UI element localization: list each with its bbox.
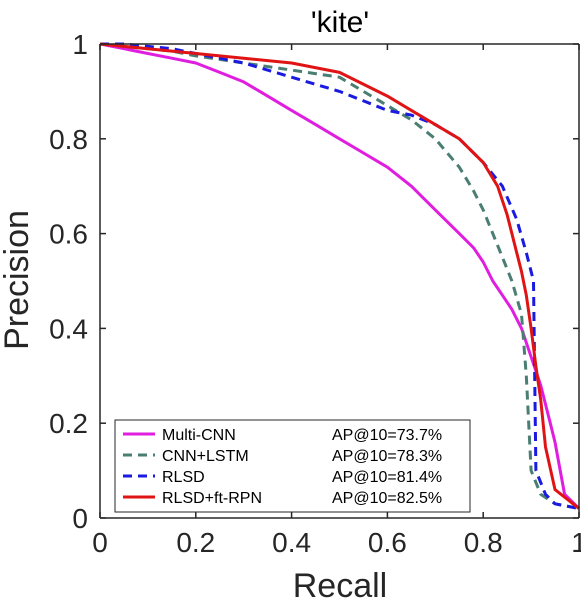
y-tick-label: 0.8 bbox=[49, 124, 88, 155]
legend-ap-multi-cnn: AP@10=73.7% bbox=[332, 427, 442, 444]
legend: Multi-CNN AP@10=73.7% CNN+LSTM AP@10=78.3% R… bbox=[114, 419, 471, 513]
legend-ap-rlsd: AP@10=81.4% bbox=[332, 469, 442, 486]
legend-label-cnn-lstm: CNN+LSTM bbox=[162, 448, 249, 465]
ticks-layer: 0 0.2 0.4 0.6 0.8 1 0 0.2 0.4 0.6 0.8 1 bbox=[49, 29, 581, 558]
series-layer bbox=[100, 42, 581, 510]
y-tick-label: 0.6 bbox=[49, 219, 88, 250]
y-axis-title: Precision bbox=[0, 210, 36, 350]
x-tick-label: 0.8 bbox=[464, 527, 503, 558]
y-tick-label: 0.2 bbox=[49, 408, 88, 439]
y-tick-label: 0 bbox=[72, 503, 88, 534]
x-axis-title: Recall bbox=[293, 567, 387, 605]
x-tick-label: 0.4 bbox=[272, 527, 311, 558]
x-tick-label: 0.6 bbox=[368, 527, 407, 558]
x-tick-label: 1 bbox=[571, 527, 581, 558]
chart-title: 'kite' bbox=[311, 6, 369, 39]
legend-label-multi-cnn: Multi-CNN bbox=[162, 427, 236, 444]
series-line-cnn-lstm bbox=[100, 42, 580, 510]
legend-box bbox=[114, 419, 471, 513]
axes-layer bbox=[99, 43, 580, 519]
y-tick-label: 0.4 bbox=[49, 313, 88, 344]
legend-ap-rlsd-ft-rpn: AP@10=82.5% bbox=[332, 490, 442, 507]
legend-ap-cnn-lstm: AP@10=78.3% bbox=[332, 448, 442, 465]
series-line-rlsd-ft-rpn bbox=[100, 42, 580, 510]
x-tick-label: 0.2 bbox=[176, 527, 215, 558]
x-tick-label: 0 bbox=[92, 527, 108, 558]
y-tick-label: 1 bbox=[72, 29, 88, 60]
legend-label-rlsd-ft-rpn: RLSD+ft-RPN bbox=[162, 490, 262, 507]
legend-label-rlsd: RLSD bbox=[162, 469, 205, 486]
